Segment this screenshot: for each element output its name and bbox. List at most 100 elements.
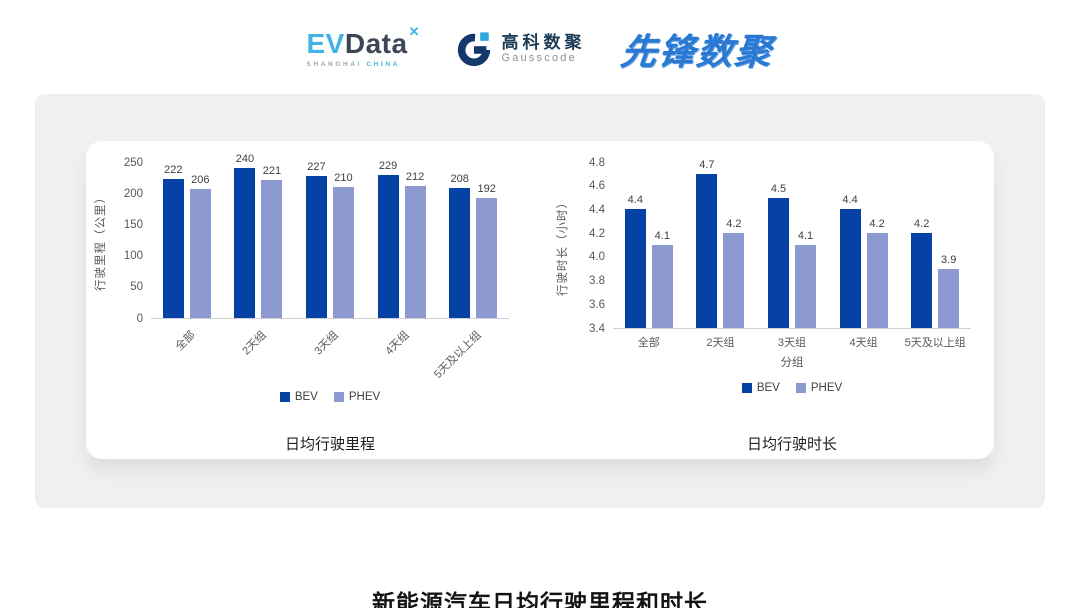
evdata-data-text: Data <box>344 28 408 59</box>
bar-wrap: 4.5 <box>767 183 789 328</box>
bar-value-label: 4.5 <box>770 182 787 195</box>
x-tick-label: 3天组 <box>312 329 341 358</box>
bar-group: 4.4 4.2 <box>828 163 900 328</box>
bar-value-label: 210 <box>334 171 353 184</box>
bar-wrap: 4.7 <box>696 159 718 328</box>
bar-bev-0 <box>162 179 184 318</box>
x-axis-title: 分组 <box>780 357 804 369</box>
bar-wrap: 210 <box>332 172 354 318</box>
bar-bev-0 <box>624 209 646 328</box>
bar-value-label: 4.4 <box>842 194 858 207</box>
x-tick-label: 全部 <box>173 329 198 354</box>
legend-swatch-phev <box>795 383 806 393</box>
x-tick-cell: 3天组 <box>756 329 828 350</box>
y-axis-title: 行驶时长（小时） <box>557 196 569 296</box>
y-tick-label: 4.0 <box>589 251 605 264</box>
bar-phev-4 <box>476 198 498 318</box>
bar-group: 4.4 4.1 <box>613 163 685 328</box>
bar-bev-3 <box>839 209 861 328</box>
bar-group: 240 221 <box>223 154 295 318</box>
x-tick-label: 2天组 <box>240 329 269 358</box>
legend-label: BEV <box>294 391 318 403</box>
bar-phev-1 <box>723 233 745 328</box>
bar-group: 4.5 4.1 <box>756 163 828 328</box>
bar-bev-2 <box>305 176 327 318</box>
bar-phev-3 <box>404 185 426 318</box>
bar-value-label: 3.9 <box>941 253 957 266</box>
x-tick-cell: 3天组 <box>294 319 366 379</box>
legend-item-bev: BEV <box>741 382 780 394</box>
y-tick-label: 4.8 <box>589 156 605 169</box>
y-axis-ticks: 3.4 3.6 3.8 4.0 4.2 4.4 4.6 4.8 <box>571 157 613 334</box>
bar-wrap: 4.2 <box>723 219 745 328</box>
y-tick-label: 3.8 <box>589 274 605 287</box>
bar-wrap: 229 <box>377 161 399 318</box>
x-tick-cell: 4天组 <box>366 319 438 379</box>
bar-value-label: 208 <box>450 173 469 186</box>
chart-daily-duration: 行驶时长（小时） 3.4 3.6 3.8 4.0 4.2 4.4 4.6 4.8 4.4 4.1… <box>553 157 989 458</box>
bar-wrap: 4.2 <box>911 219 933 328</box>
x-tick-label: 全部 <box>637 337 660 349</box>
legend-item-phev: PHEV <box>795 382 842 394</box>
y-tick-label: 100 <box>123 249 143 262</box>
x-tick-label: 5天及以上组 <box>432 329 484 381</box>
evdata-ev-text: EV <box>306 28 345 59</box>
bar-group: 229 212 <box>366 161 438 318</box>
legend-swatch-bev <box>741 383 752 393</box>
bar-wrap: 227 <box>305 162 327 318</box>
bar-value-label: 4.2 <box>726 218 742 231</box>
y-axis-ticks: 0 50 100 150 200 250 <box>109 157 151 324</box>
evdata-sub-china: CHINA <box>366 61 400 68</box>
legend-item-bev: BEV <box>279 391 318 403</box>
bar-value-label: 222 <box>164 164 183 177</box>
plot-area: 222 206 240 221 227 210 229 212 208 192 <box>151 154 509 319</box>
x-tick-cell: 5天及以上组 <box>899 329 971 350</box>
bar-value-label: 4.4 <box>627 194 643 207</box>
x-tick-label: 2天组 <box>706 337 735 349</box>
bar-wrap: 4.4 <box>624 195 646 328</box>
x-tick-cell: 全部 <box>151 319 223 379</box>
y-tick-label: 150 <box>123 218 143 231</box>
bar-value-label: 4.1 <box>797 230 814 242</box>
bar-wrap: 222 <box>162 165 184 318</box>
bar-value-label: 4.2 <box>914 218 930 231</box>
bar-bev-1 <box>696 173 718 328</box>
bar-value-label: 240 <box>235 153 255 166</box>
x-tick-label: 3天组 <box>777 337 807 349</box>
bar-phev-2 <box>332 186 354 318</box>
x-axis-labels: 全部 2天组 3天组 4天组 5天及以上组 <box>613 329 971 350</box>
bar-phev-1 <box>261 180 283 318</box>
bar-value-label: 4.7 <box>699 158 715 171</box>
x-axis-labels: 全部 2天组 3天组 4天组 5天及以上组 <box>151 319 509 381</box>
bar-bev-4 <box>911 233 933 328</box>
x-tick-label: 4天组 <box>849 337 878 349</box>
bar-phev-0 <box>189 189 211 318</box>
bar-phev-0 <box>651 245 673 328</box>
footer: 新能源汽车日均行驶里程和时长 EV for Daily Average Driv… <box>0 584 1080 608</box>
bar-groups: 222 206 240 221 227 210 229 212 208 192 <box>151 154 509 318</box>
bar-phev-2 <box>794 245 816 328</box>
y-tick-label: 3.6 <box>589 298 605 311</box>
bar-wrap: 206 <box>189 175 211 318</box>
bar-group: 208 192 <box>437 163 509 318</box>
y-tick-label: 0 <box>136 312 143 325</box>
bar-group: 4.7 4.2 <box>685 159 757 328</box>
legend: BEV PHEV <box>151 391 509 403</box>
x-tick-label: 5天及以上组 <box>904 337 966 349</box>
bar-wrap: 3.9 <box>938 254 960 328</box>
evdata-x-icon: ✕ <box>408 24 420 39</box>
gausscode-logo: 高科数聚 Gausscode <box>455 30 585 68</box>
bar-value-label: 221 <box>262 165 282 178</box>
x-tick-cell: 2天组 <box>223 319 295 379</box>
gausscode-cn-text: 高科数聚 <box>501 32 586 52</box>
bar-value-label: 4.1 <box>654 230 670 242</box>
chart-area: 行驶时长（小时） 3.4 3.6 3.8 4.0 4.2 4.4 4.6 4.8 4.4 4.1… <box>553 157 989 370</box>
bar-value-label: 229 <box>378 160 398 173</box>
chart-daily-distance: 行驶里程（公里） 0 50 100 150 200 250 222 206 240 221 227… <box>91 154 527 458</box>
bar-phev-3 <box>866 233 888 328</box>
y-tick-label: 4.4 <box>589 203 605 216</box>
bar-group: 4.2 3.9 <box>899 163 971 328</box>
y-tick-label: 200 <box>123 187 143 200</box>
legend-label: PHEV <box>348 391 381 403</box>
bar-bev-1 <box>234 168 256 318</box>
